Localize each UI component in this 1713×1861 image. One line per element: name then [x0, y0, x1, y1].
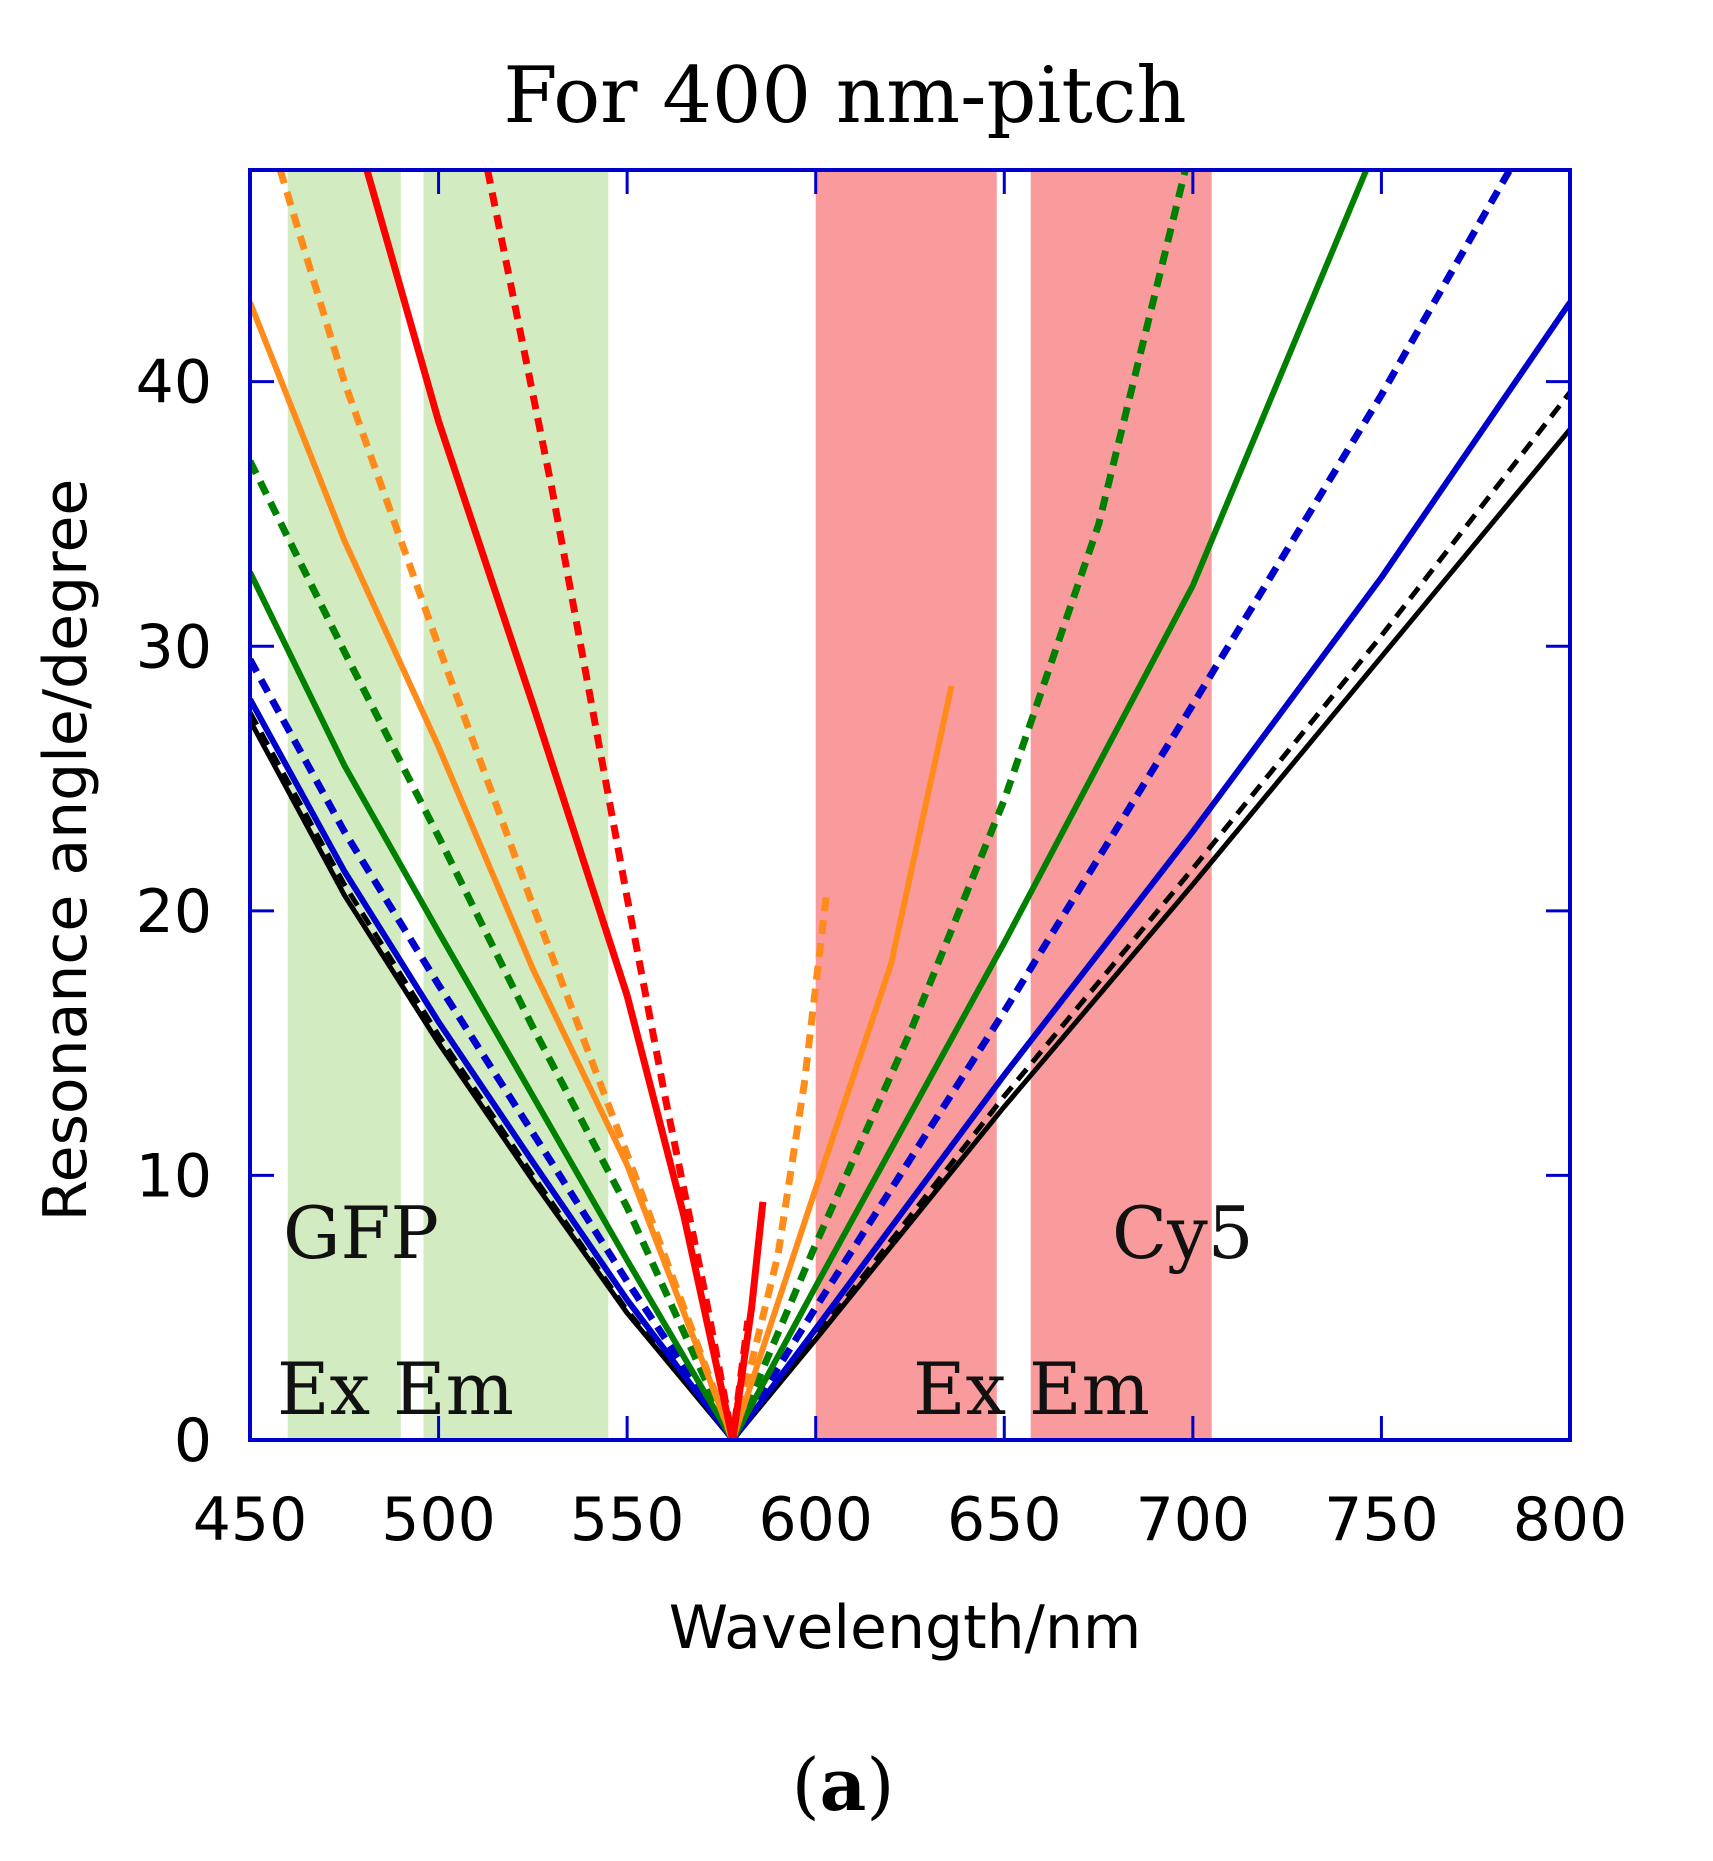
series-line-6: [250, 170, 1189, 1440]
axis-ticks: [248, 170, 1572, 1442]
plot-frame: [248, 168, 1572, 1442]
panel-label: (a): [792, 1742, 895, 1827]
series-line-2: [250, 390, 1570, 1440]
y-tick-label: 0: [174, 1406, 212, 1476]
y-tick-label: 30: [136, 612, 212, 682]
x-tick-label: 550: [570, 1485, 685, 1555]
y-tick-labels: 0 10 20 30 40: [136, 348, 212, 1476]
y-tick-label: 20: [136, 877, 212, 947]
series-line-1: [250, 427, 1570, 1440]
series-line-3: [250, 300, 1570, 1440]
annotation-cy5: Cy5: [1112, 1191, 1254, 1275]
annotation-cy5-ex-em: Ex Em: [913, 1347, 1150, 1431]
series-line-5: [250, 170, 1370, 1440]
x-tick-label: 450: [193, 1485, 308, 1555]
x-axis-label: Wavelength/nm: [669, 1593, 1142, 1663]
chart-title: For 400 nm-pitch: [503, 51, 1186, 141]
y-tick-label: 10: [136, 1141, 212, 1211]
x-tick-label: 500: [381, 1485, 496, 1555]
series-line-10: [484, 170, 752, 1440]
band-cy5-em: [1030, 170, 1212, 1440]
annotation-gfp-ex-em: Ex Em: [277, 1347, 514, 1431]
x-tick-label: 750: [1324, 1485, 1439, 1555]
band-cy5-ex: [815, 170, 997, 1440]
x-tick-label: 600: [758, 1485, 873, 1555]
x-tick-label: 650: [947, 1485, 1062, 1555]
y-axis-label: Resonance angle/degree: [31, 479, 101, 1222]
series-group: [250, 170, 1570, 1440]
y-tick-label: 40: [136, 348, 212, 418]
annotation-gfp: GFP: [283, 1191, 439, 1275]
series-line-8: [276, 170, 831, 1440]
x-tick-label: 800: [1513, 1485, 1628, 1555]
x-tick-labels: 450 500 550 600 650 700 750 800: [193, 1485, 1628, 1555]
x-tick-label: 700: [1136, 1485, 1251, 1555]
highlight-bands: [287, 170, 1212, 1440]
